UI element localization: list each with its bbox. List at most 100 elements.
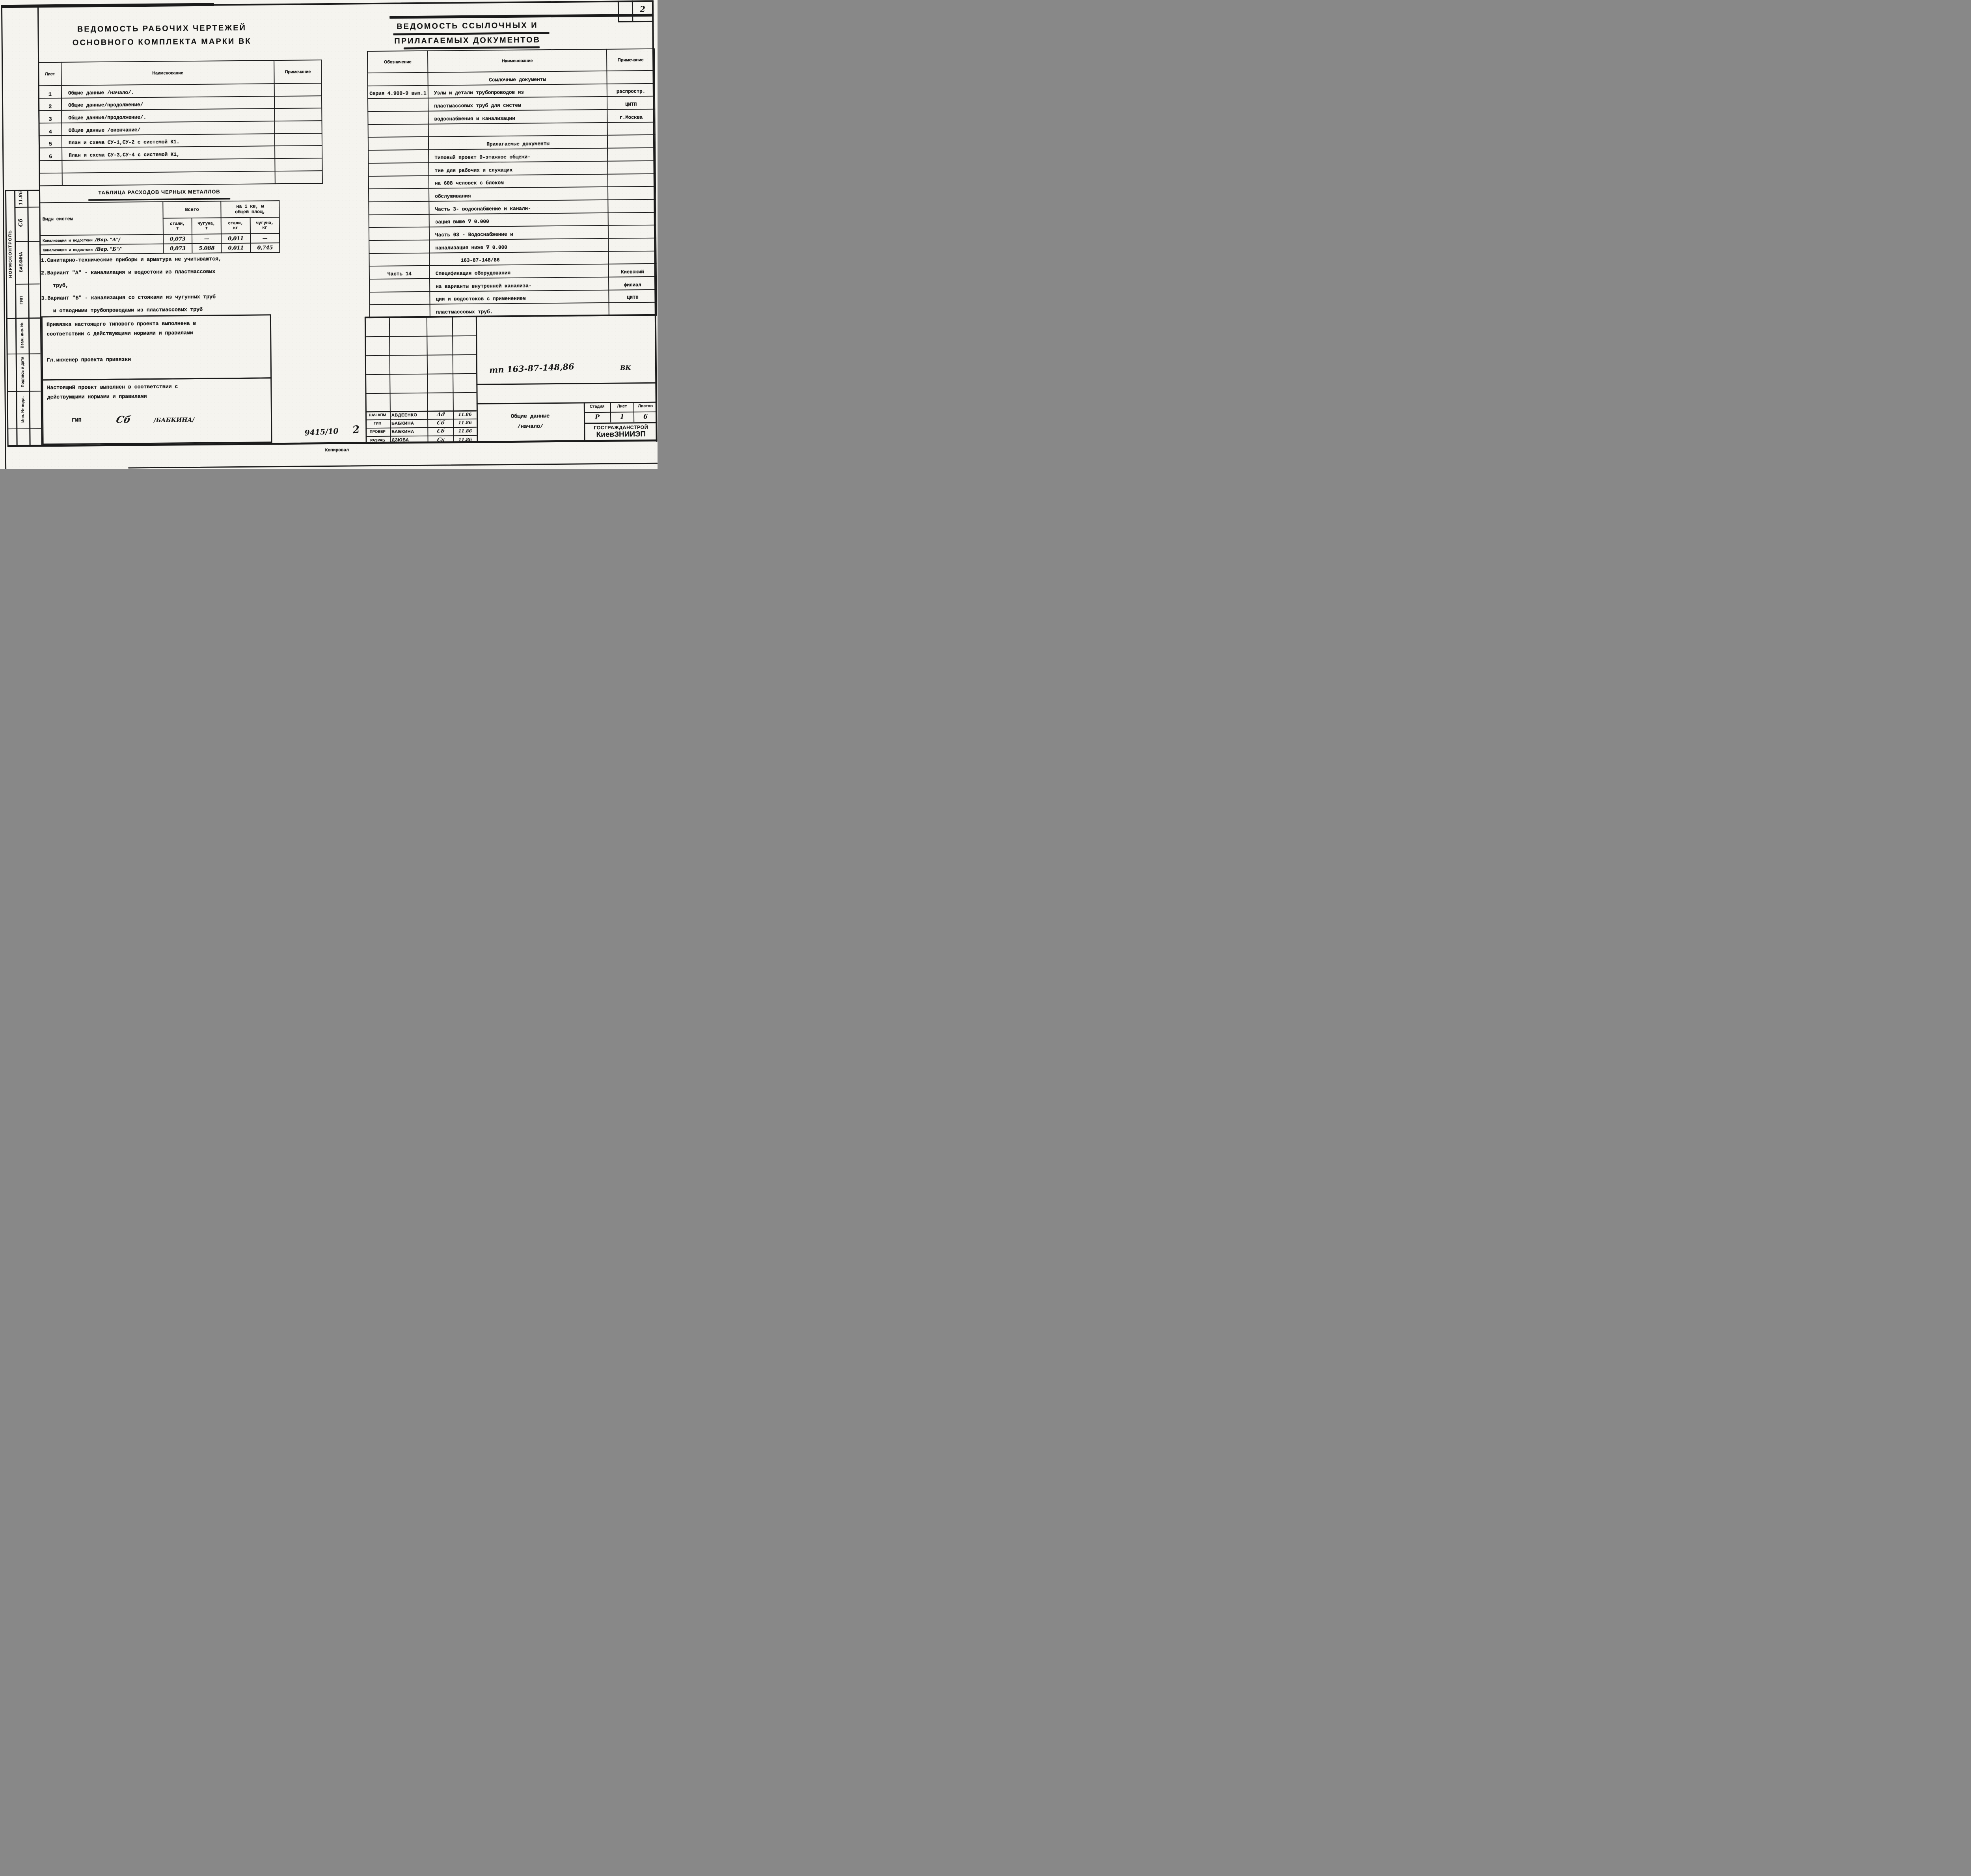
approval-name: ДЗЮБА: [391, 438, 409, 443]
subheader-iron-kg: чугуна, кг: [250, 217, 280, 234]
corner-box-line: [618, 20, 654, 22]
approval-date: 11.86: [458, 412, 472, 417]
col-header-designation: Обозначение: [367, 50, 428, 73]
sheets-header: Листов: [638, 403, 653, 409]
stamp-line: [365, 335, 476, 337]
systems-col-header: Виды систем: [39, 201, 163, 236]
normcontrol-label: НОРМОКОНТРОЛЬ: [7, 230, 13, 278]
table-header-row: Обозначение Наименование Примечание: [367, 48, 655, 73]
note-cell: [274, 108, 322, 121]
order-number-handwritten: 9415/10: [304, 427, 339, 438]
per-sqm-col-header: на 1 кв, м общей площ,: [221, 201, 279, 218]
subheader-steel-t: стали, т: [163, 218, 192, 235]
designation-cell: [369, 291, 430, 305]
notes-list: 1.Санитарно-технические приборы и армату…: [41, 252, 325, 318]
page-bottom-edge-line: [128, 462, 658, 468]
designation-cell: [369, 214, 429, 228]
binding-statement-text: Привязка настоящего типового проекта вып…: [46, 320, 196, 338]
drawing-name-cell: Общие данные/продолжение/: [61, 96, 275, 111]
designation-cell: [368, 188, 429, 202]
scan-smudge-bar: [1, 3, 214, 8]
designation-cell: [367, 98, 428, 112]
designation-cell: [369, 240, 430, 253]
approval-row: РАЗРАБ ДЗЮБА Ск 11.86: [365, 435, 477, 445]
drawing-name-cell: План и схема СУ-3,СУ-4 с системой К1,: [62, 146, 275, 161]
gip-role-label: ГИП: [72, 417, 82, 424]
value-cell: 0,073: [163, 244, 192, 253]
designation-cell: [368, 137, 429, 151]
document-name-cell: канализация ниже ∇ 0.000: [429, 238, 609, 253]
designation-cell: [368, 149, 429, 163]
document-name-cell: тие для рабочих и служащих: [428, 161, 608, 176]
approval-row: ГИП БАБКИНА Сб 11.86: [365, 419, 477, 428]
approval-role: РАЗРАБ: [370, 438, 385, 443]
sheet-number-cell: 3: [39, 110, 62, 123]
document-name-cell: Часть 3- водоснабжение и канали-: [429, 199, 608, 214]
note-cell: [608, 225, 656, 238]
sheet-number-cell: 4: [39, 123, 62, 136]
note-cell: [607, 186, 656, 200]
note-cell: [607, 160, 656, 174]
note-cell: [608, 238, 656, 251]
sheet-value: 1: [620, 413, 624, 421]
document-name-cell: обслуживания: [428, 187, 608, 201]
value-cell: —: [250, 233, 280, 243]
value-cell: —: [192, 234, 222, 244]
sheet-number-cell: [39, 173, 62, 186]
approval-signature: Ад: [436, 412, 445, 418]
normcontrol-signature: Сб: [17, 218, 24, 227]
sheet-content: 2 НОРМОКОНТРОЛЬ 11.86 Сб БАБКИНА ГИП Вза…: [0, 0, 658, 469]
stamp-line: [365, 392, 477, 394]
mark-vk: ВК: [620, 364, 632, 372]
designation-cell: [368, 175, 429, 189]
subheader-iron-t: чугуна, т: [192, 218, 221, 235]
right-title-underline1: [393, 32, 550, 35]
system-cell: Канализация и водостоки /Вар. "Б"/': [40, 244, 164, 255]
sheet-number-cell: 1: [38, 85, 61, 99]
value-cell: 5.088: [192, 243, 222, 253]
sidebar-line: [15, 283, 40, 285]
scan-fold-bar: [389, 13, 654, 19]
approval-name: АВДЕЕНКО: [391, 412, 417, 418]
stage-value: Р: [594, 413, 600, 421]
document-name-cell: Прилагаемые документы: [428, 135, 608, 150]
normcontrol-name: БАБКИНА: [19, 252, 24, 272]
left-title-line1: ВЕДОМОСТЬ РАБОЧИХ ЧЕРТЕЖЕЙ: [77, 23, 247, 34]
designation-cell: [368, 162, 429, 176]
table-row: [39, 170, 322, 186]
designation-cell: [368, 124, 428, 138]
sheet-number-cell: 5: [39, 135, 62, 148]
document-name-cell: на варианты внутренней канализа-: [429, 277, 609, 292]
col-header-name: Наименование: [427, 49, 607, 73]
document-name-cell: Ссылочные документы: [428, 71, 607, 86]
document-name-cell: зация выше ∇ 0.000: [429, 212, 608, 227]
right-title-line2: ПРИЛАГАЕМЫХ ДОКУМЕНТОВ: [394, 35, 541, 46]
sheet-number: 2: [639, 4, 646, 14]
value-cell: 0,011: [221, 233, 251, 244]
working-drawings-table: Лист Наименование Примечание 1 Общие дан…: [38, 60, 323, 186]
col-header-note: Примечание: [606, 48, 655, 71]
note-cell: [608, 199, 656, 213]
value-cell: 0,073: [163, 234, 192, 244]
note-cell: [607, 135, 656, 148]
page-number-handwritten: 2: [352, 423, 361, 436]
note-cell: [275, 158, 322, 171]
total-col-header: Всего: [163, 201, 221, 218]
stamp-line: [365, 354, 476, 356]
sheet-number-cell: 6: [39, 148, 62, 161]
document-name-cell: Типовый проект 9-этажное общежи-: [428, 148, 608, 163]
project-code: тп 163-87-148,86: [489, 361, 575, 375]
normcontrol-date: 11.86: [18, 191, 24, 205]
note-cell: ЦИТП: [607, 96, 655, 110]
approval-role: ПРОВЕР: [369, 430, 386, 434]
document-name-cell: Спецификация оборудования: [429, 264, 609, 279]
col-header-note: Примечание: [274, 60, 322, 84]
designation-cell: [368, 111, 428, 125]
right-title-line1: ВЕДОМОСТЬ ССЫЛОЧНЫХ И: [397, 21, 538, 31]
org-name-line2: КиевЗНИИЭП: [596, 430, 646, 439]
inv-podl-label: Инв. № подл.: [20, 396, 25, 423]
approval-signature: Сб: [436, 420, 446, 426]
designation-cell: Часть 14: [369, 266, 430, 279]
sheet-title: Общие данные/начало/: [510, 413, 550, 430]
drawing-name-cell: Общие данные /начало/.: [61, 84, 274, 98]
